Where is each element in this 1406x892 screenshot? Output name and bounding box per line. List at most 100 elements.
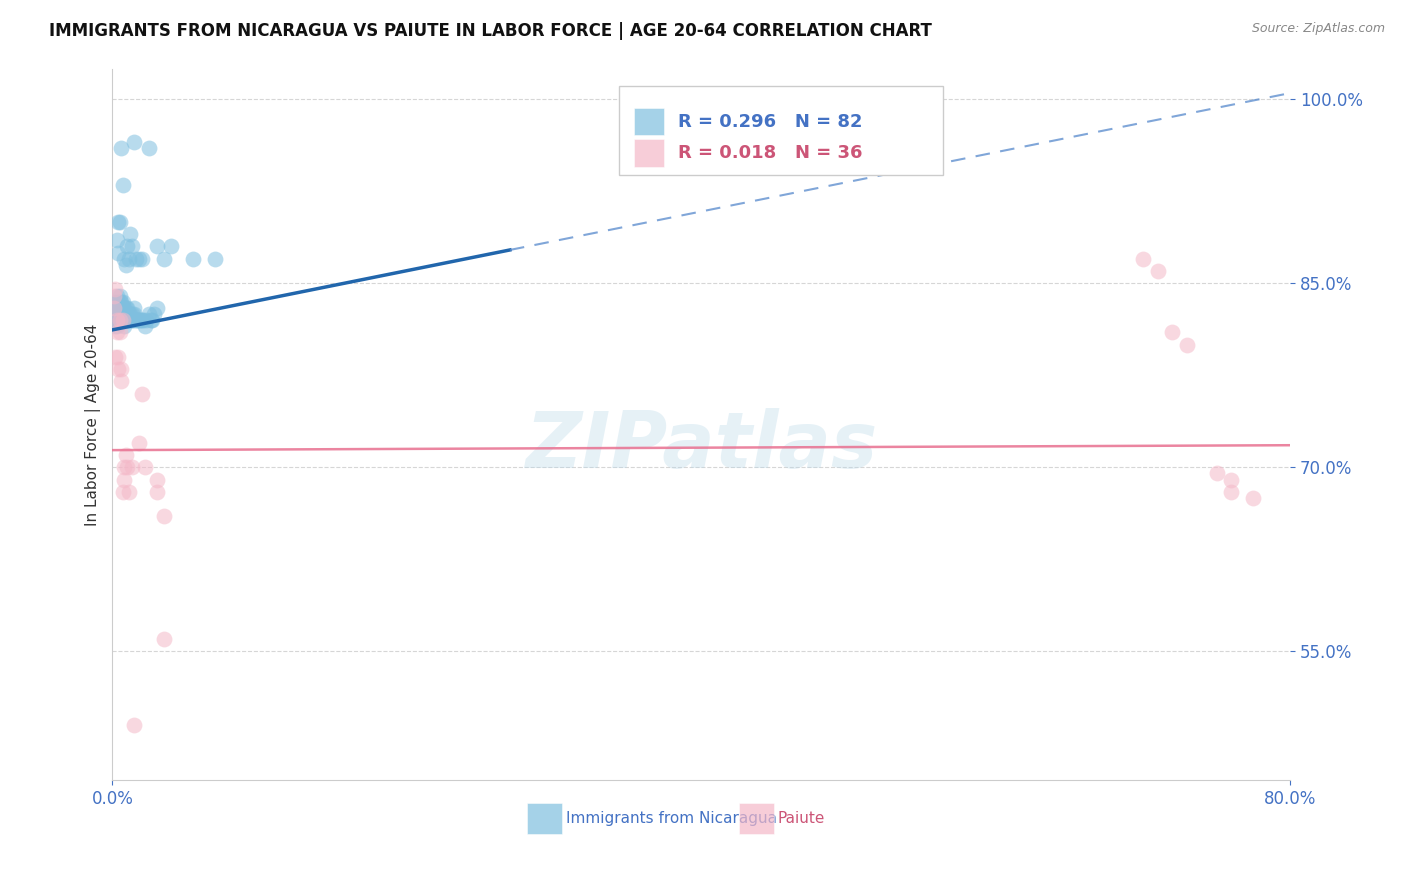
Point: [110, 307, 132, 321]
Point: [103, 313, 125, 327]
FancyBboxPatch shape: [740, 803, 775, 834]
Point: [114, 313, 136, 327]
Point: [108, 288, 131, 302]
Point: [111, 301, 134, 315]
Point: [112, 313, 135, 327]
Point: [107, 362, 129, 376]
Point: [1220, 484, 1243, 499]
Point: [153, 252, 176, 266]
Point: [114, 448, 136, 462]
Point: [104, 301, 127, 315]
Point: [1205, 467, 1227, 481]
FancyBboxPatch shape: [634, 108, 664, 136]
Point: [107, 313, 129, 327]
Point: [103, 301, 125, 315]
Point: [121, 239, 143, 253]
Point: [115, 307, 138, 321]
Point: [105, 313, 128, 327]
Point: [131, 386, 153, 401]
Point: [115, 239, 138, 253]
FancyBboxPatch shape: [619, 87, 942, 175]
Point: [112, 460, 135, 475]
Point: [104, 350, 127, 364]
Point: [107, 301, 129, 315]
Text: IMMIGRANTS FROM NICARAGUA VS PAIUTE IN LABOR FORCE | AGE 20-64 CORRELATION CHART: IMMIGRANTS FROM NICARAGUA VS PAIUTE IN L…: [49, 22, 932, 40]
Point: [105, 301, 128, 315]
Point: [160, 239, 183, 253]
Point: [110, 294, 132, 309]
Point: [115, 301, 138, 315]
Point: [132, 313, 155, 327]
Point: [110, 375, 132, 389]
Point: [204, 252, 226, 266]
Point: [142, 307, 165, 321]
Point: [110, 141, 132, 155]
Point: [127, 313, 149, 327]
Point: [105, 288, 128, 302]
Point: [103, 307, 125, 321]
Point: [114, 258, 136, 272]
Point: [111, 178, 134, 192]
Point: [108, 307, 131, 321]
Y-axis label: In Labor Force | Age 20-64: In Labor Force | Age 20-64: [86, 323, 101, 525]
Point: [121, 460, 143, 475]
Point: [117, 484, 139, 499]
Point: [124, 301, 146, 315]
Point: [111, 307, 134, 321]
Point: [108, 313, 131, 327]
Point: [138, 307, 160, 321]
Point: [139, 313, 162, 327]
Point: [105, 233, 128, 247]
Point: [125, 313, 148, 327]
Point: [153, 632, 176, 646]
Point: [145, 473, 167, 487]
Point: [104, 319, 127, 334]
Point: [108, 301, 131, 315]
Point: [183, 252, 205, 266]
Point: [1241, 491, 1264, 505]
Point: [104, 294, 127, 309]
Point: [153, 509, 176, 524]
Point: [107, 215, 129, 229]
Point: [105, 326, 128, 340]
Text: R = 0.296   N = 82: R = 0.296 N = 82: [678, 113, 862, 131]
Point: [108, 215, 131, 229]
Point: [105, 307, 128, 321]
Point: [145, 239, 167, 253]
Point: [108, 326, 131, 340]
Point: [103, 301, 125, 315]
Point: [110, 301, 132, 315]
FancyBboxPatch shape: [634, 139, 664, 167]
Point: [115, 313, 138, 327]
Point: [129, 313, 152, 327]
Point: [1220, 473, 1243, 487]
Point: [120, 227, 142, 242]
Point: [114, 301, 136, 315]
Point: [112, 319, 135, 334]
FancyBboxPatch shape: [527, 803, 562, 834]
Point: [124, 718, 146, 732]
Point: [108, 294, 131, 309]
Point: [112, 473, 135, 487]
Point: [145, 484, 167, 499]
Point: [111, 484, 134, 499]
Point: [108, 313, 131, 327]
Point: [128, 313, 150, 327]
Point: [107, 245, 129, 260]
Point: [128, 435, 150, 450]
Point: [104, 282, 127, 296]
Text: R = 0.018   N = 36: R = 0.018 N = 36: [678, 144, 862, 162]
Point: [107, 294, 129, 309]
Text: ZIPatlas: ZIPatlas: [526, 408, 877, 483]
Point: [111, 313, 134, 327]
Text: Source: ZipAtlas.com: Source: ZipAtlas.com: [1251, 22, 1385, 36]
Point: [121, 307, 143, 321]
Point: [110, 313, 132, 327]
Point: [1175, 337, 1198, 351]
Point: [104, 313, 127, 327]
Text: Paiute: Paiute: [778, 811, 825, 826]
Point: [115, 460, 138, 475]
Point: [131, 252, 153, 266]
Point: [120, 307, 142, 321]
Point: [111, 313, 134, 327]
